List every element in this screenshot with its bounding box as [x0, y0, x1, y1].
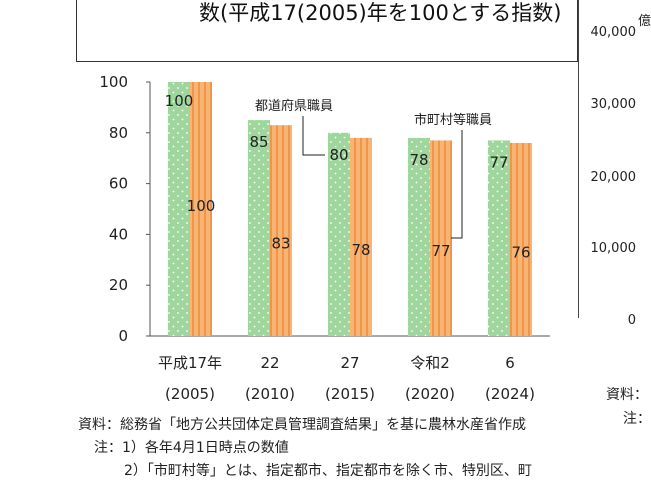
title-box: 数(平成17(2005)年を100とする指数)	[76, 0, 578, 62]
x-subcategory-label: (2015)	[325, 385, 375, 403]
data-label: 78	[351, 241, 370, 259]
x-subcategory-label: (2005)	[165, 385, 215, 403]
bar-prefectural	[248, 120, 270, 336]
right-axis-tick-label: 40,000	[591, 25, 637, 40]
note-1: 注：1）各年4月1日時点の数値	[94, 440, 289, 456]
y-tick-label: 60	[109, 175, 128, 193]
bar-prefectural	[328, 132, 350, 336]
right-axis-tick-label: 20,000	[591, 170, 637, 185]
note-2: 2）「市町村等」とは、指定都市、指定都市を除く市、特別区、町	[124, 463, 532, 479]
bar-prefectural	[408, 137, 430, 336]
legend-leader-municipal	[451, 130, 463, 239]
right-axis-tick-label: 30,000	[591, 97, 637, 112]
side-source-label: 資料：	[606, 387, 648, 403]
y-tick-label: 80	[109, 124, 128, 142]
legend-label-municipal: 市町村等職員	[414, 112, 492, 128]
y-tick-label: 0	[118, 327, 128, 345]
x-subcategory-label: (2020)	[405, 385, 455, 403]
side-note-label: 注：	[623, 411, 651, 427]
bar-municipal	[270, 125, 292, 337]
bar-municipal	[430, 140, 452, 336]
data-label: 100	[165, 92, 194, 110]
bar-prefectural	[168, 82, 190, 336]
bar-prefectural	[488, 140, 510, 336]
data-label: 76	[511, 243, 530, 261]
bar-municipal	[510, 142, 532, 336]
bar-municipal	[190, 82, 212, 336]
notes-block: 資料：総務省「地方公共団体定員管理調査結果」を基に農林水産省作成 注：1）各年4…	[78, 414, 532, 483]
data-label: 77	[431, 242, 450, 260]
x-category-label: 27	[340, 354, 359, 372]
data-label: 83	[271, 235, 290, 253]
right-axis-tick-label: 0	[628, 313, 636, 328]
data-label: 100	[187, 197, 216, 215]
x-category-label: 平成17年	[158, 354, 222, 372]
y-tick-label: 40	[109, 225, 128, 243]
data-label: 85	[249, 133, 268, 151]
y-tick-label: 100	[99, 73, 128, 91]
x-category-label: 6	[505, 354, 515, 372]
data-label: 78	[409, 151, 428, 169]
x-category-label: 22	[260, 354, 279, 372]
legend-label-prefectural: 都道府県職員	[255, 99, 333, 114]
right-axis-unit: 億	[638, 13, 651, 29]
source-note: 資料：総務省「地方公共団体定員管理調査結果」を基に農林水産省作成	[78, 417, 526, 433]
legend-leader-prefectural	[302, 116, 325, 156]
data-label: 77	[489, 153, 508, 171]
panel-divider	[578, 0, 579, 318]
chart-title: 数(平成17(2005)年を100とする指数)	[199, 1, 562, 25]
x-subcategory-label: (2010)	[245, 385, 295, 403]
x-category-label: 令和2	[410, 354, 450, 372]
x-subcategory-label: (2024)	[485, 385, 535, 403]
bar-municipal	[350, 137, 372, 336]
data-label: 80	[329, 146, 348, 164]
right-axis-tick-label: 10,000	[591, 241, 637, 256]
y-tick-label: 20	[109, 276, 128, 294]
side-notes: 資料： 注：	[606, 383, 651, 431]
